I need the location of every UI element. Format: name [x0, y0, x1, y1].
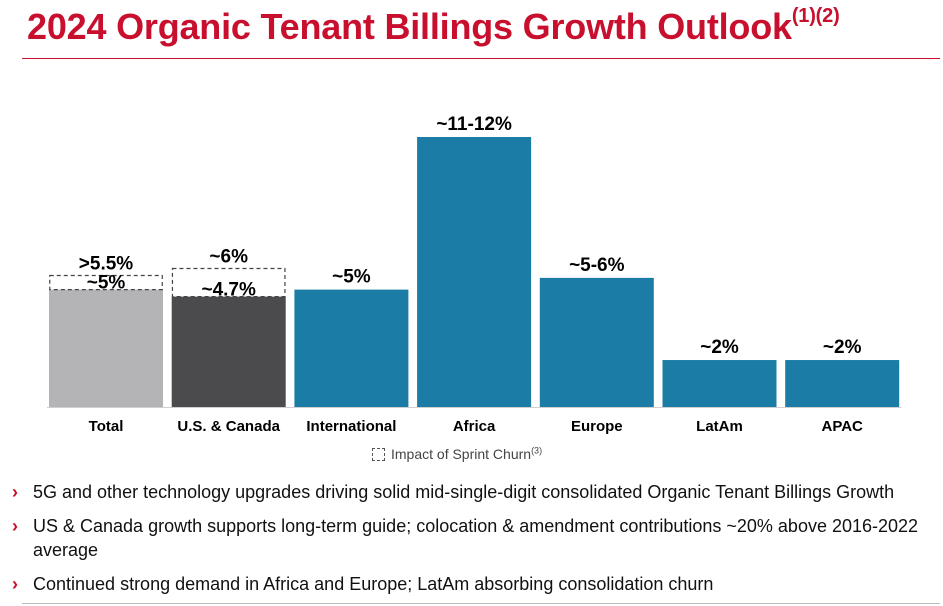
footer-divider: [22, 603, 940, 604]
value-label-3: ~11-12%: [436, 114, 512, 135]
chevron-right-icon: ›: [12, 574, 18, 594]
legend-label-text: Impact of Sprint Churn: [391, 446, 532, 462]
bar-0: [49, 289, 163, 407]
category-label-1: U.S. & Canada: [177, 418, 280, 435]
bar-4: [539, 277, 654, 407]
bar-1: [171, 296, 286, 407]
churn-box-1: [171, 267, 286, 298]
bullet-item: › 5G and other technology upgrades drivi…: [12, 480, 940, 504]
bullet-text: US & Canada growth supports long-term gu…: [33, 516, 919, 560]
bullet-item: › Continued strong demand in Africa and …: [12, 572, 940, 596]
bar-2: [294, 289, 409, 407]
value-label-6: ~2%: [823, 337, 862, 358]
legend: Impact of Sprint Churn(3): [372, 446, 542, 462]
bullet-item: › US & Canada growth supports long-term …: [12, 514, 940, 562]
bar-6: [785, 360, 900, 407]
page-title: 2024 Organic Tenant Billings Growth Outl…: [27, 6, 840, 48]
category-label-5: LatAm: [696, 418, 743, 435]
value-label-0: ~5%: [87, 273, 126, 294]
bullet-list: › 5G and other technology upgrades drivi…: [12, 480, 940, 606]
churn-box-0: [49, 274, 163, 291]
category-label-0: Total: [89, 418, 124, 435]
chevron-right-icon: ›: [12, 482, 18, 502]
category-label-4: Europe: [571, 418, 623, 435]
top-label-0: >5.5%: [79, 254, 134, 275]
category-label-6: APAC: [822, 418, 864, 435]
value-label-5: ~2%: [700, 337, 739, 358]
category-label-2: International: [306, 418, 396, 435]
bar-chart: ~5% >5.5% Total ~4.7% ~6% U.S. & Canada ~5% Int…: [0, 60, 943, 480]
legend-footnote: (3): [531, 445, 543, 456]
dashed-box-icon: [372, 447, 385, 461]
page-title-text: 2024 Organic Tenant Billings Growth Outl…: [27, 6, 792, 47]
bar-chart-svg: ~5%>5.5%Total~4.7%~6%U.S. & Canada~5%Int…: [47, 114, 902, 435]
legend-label: Impact of Sprint Churn(3): [391, 446, 542, 462]
chevron-right-icon: ›: [12, 516, 18, 536]
title-divider: [22, 58, 940, 59]
value-label-4: ~5-6%: [569, 255, 625, 276]
bar-5: [662, 360, 777, 407]
bullet-text: Continued strong demand in Africa and Eu…: [33, 574, 714, 594]
title-footnote: (1)(2): [791, 5, 840, 27]
bar-3: [417, 137, 532, 407]
value-label-2: ~5%: [332, 267, 371, 288]
value-label-1: ~4.7%: [201, 280, 256, 301]
top-label-1: ~6%: [209, 246, 248, 267]
category-label-3: Africa: [453, 418, 496, 435]
bullet-text: 5G and other technology upgrades driving…: [33, 482, 895, 502]
